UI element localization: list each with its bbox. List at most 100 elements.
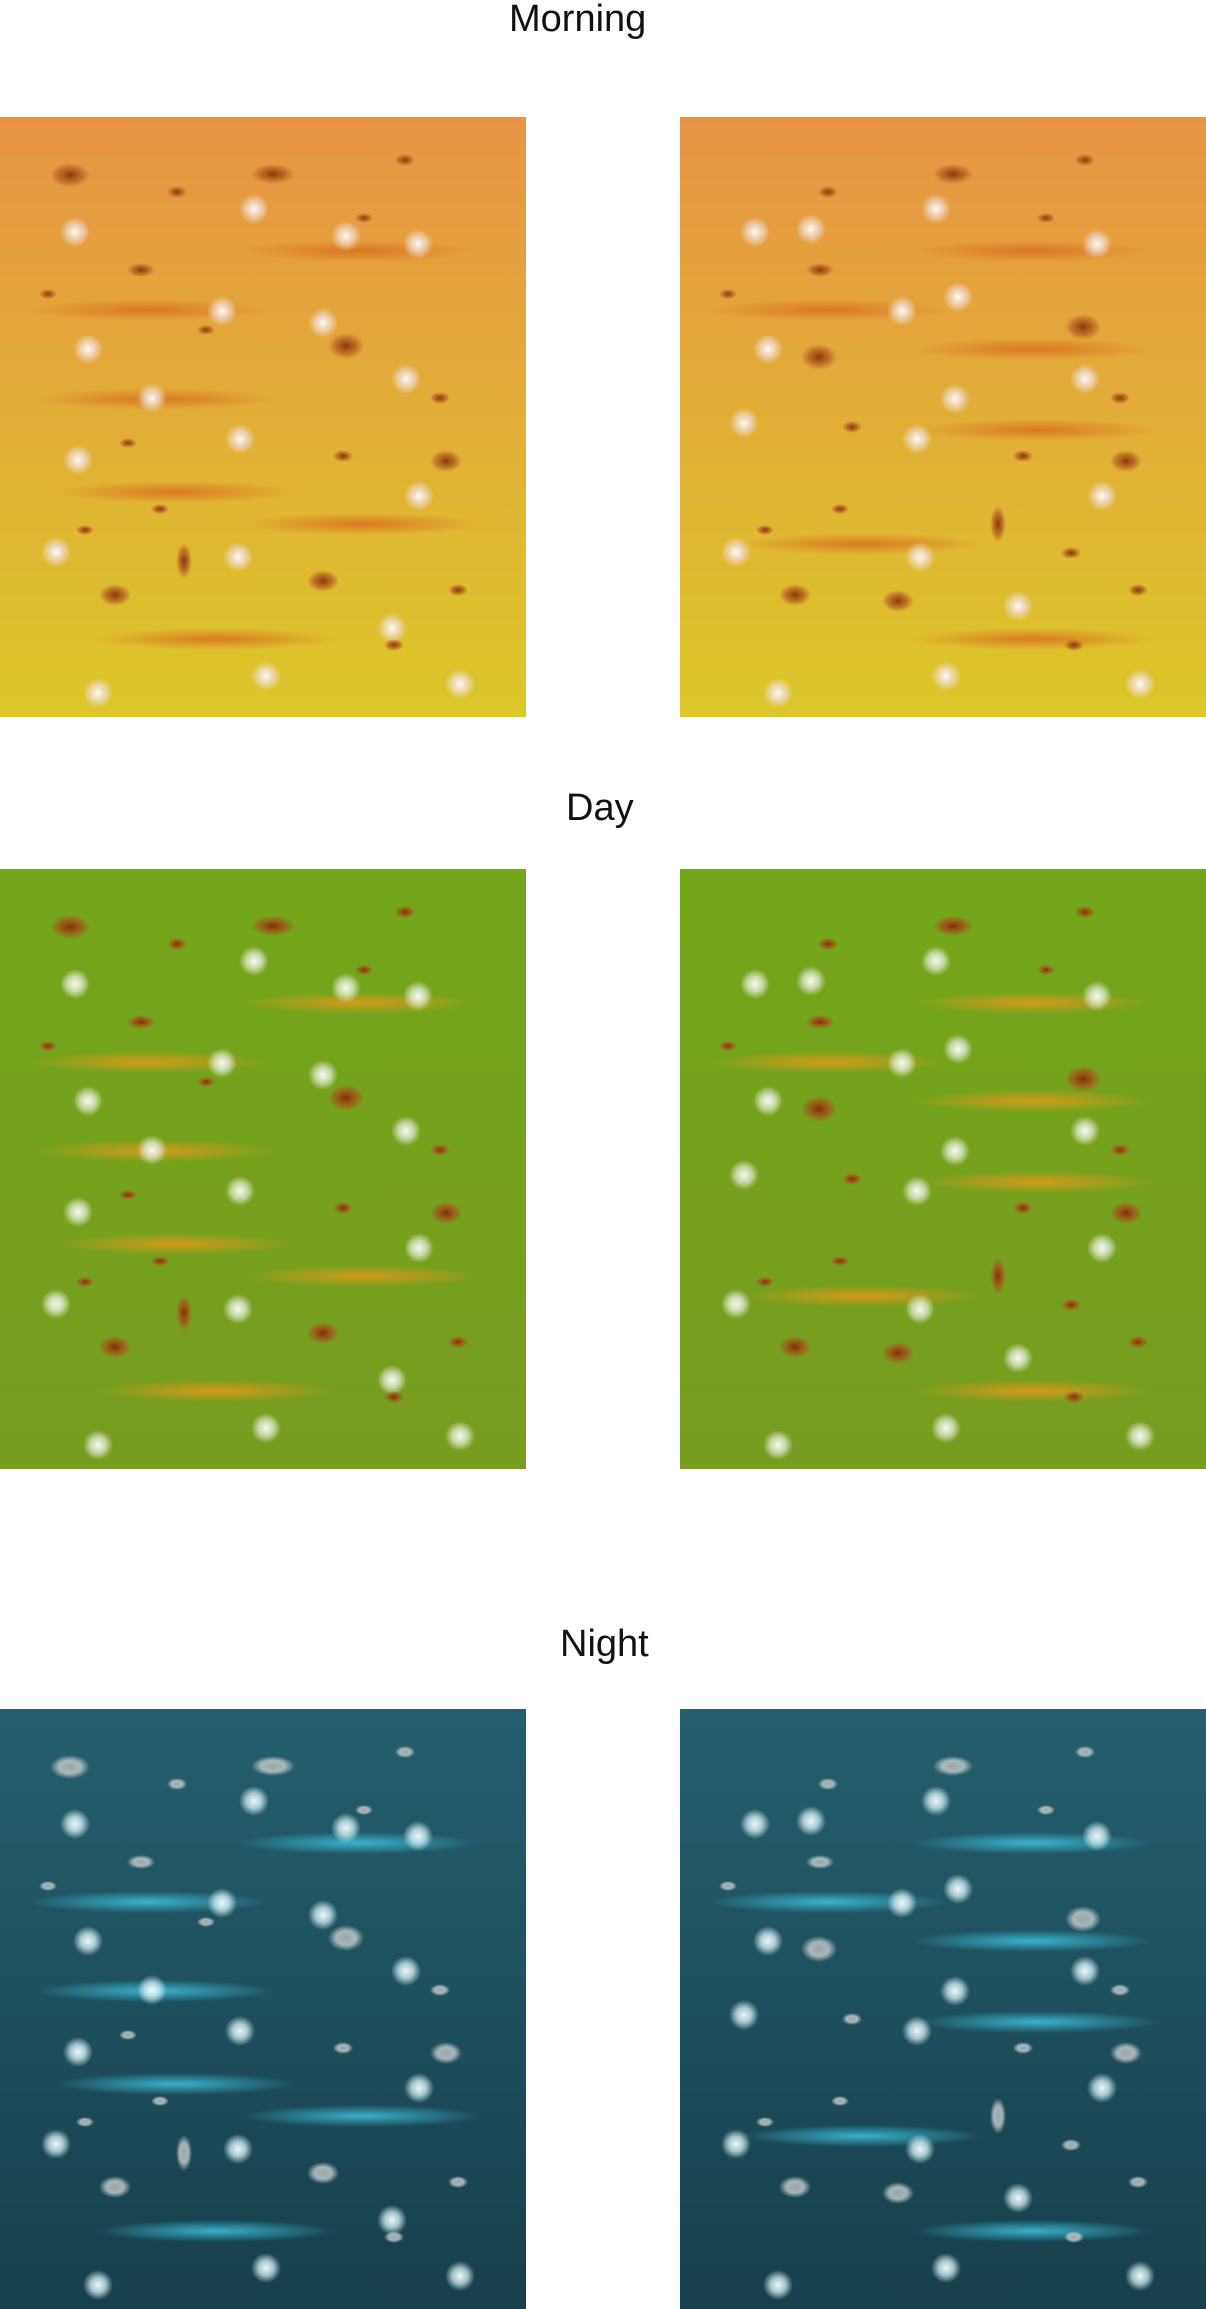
dark-spot	[831, 1256, 849, 1266]
light-spot	[63, 1197, 93, 1227]
light-spot	[796, 966, 826, 996]
dark-spot	[39, 1041, 57, 1051]
dark-spot	[1110, 2042, 1142, 2064]
dark-spot	[801, 1096, 837, 1122]
light-spot	[905, 1294, 935, 1324]
dark-spot	[127, 1015, 155, 1029]
dark-spot	[1128, 584, 1148, 596]
light-spot	[404, 481, 434, 511]
dark-spot	[1110, 1202, 1142, 1224]
dark-spot	[355, 1805, 373, 1815]
dark-spot	[384, 639, 404, 651]
light-spot	[404, 1233, 434, 1263]
dark-spot	[151, 2096, 169, 2106]
dark-spot	[99, 1336, 131, 1358]
light-spot	[403, 981, 433, 1011]
light-spot	[763, 678, 793, 708]
light-spot	[1003, 1343, 1033, 1373]
night-title: Night	[560, 1623, 649, 1665]
morning-title: Morning	[509, 0, 647, 40]
light-spot	[1087, 481, 1117, 511]
light-spot	[207, 1048, 237, 1078]
light-spot	[931, 1413, 961, 1443]
texture-svg	[680, 1709, 1206, 2309]
light-spot	[721, 537, 751, 567]
dark-spot	[779, 1336, 811, 1358]
dark-spot	[355, 213, 373, 223]
light-spot	[940, 1976, 970, 2006]
dark-spot	[448, 1336, 468, 1348]
light-spot	[931, 661, 961, 691]
streak	[242, 1265, 482, 1287]
light-spot	[137, 1975, 167, 2005]
streak	[912, 240, 1152, 262]
light-spot	[239, 946, 269, 976]
dark-spot	[50, 915, 90, 939]
dark-spot	[119, 1190, 137, 1200]
light-spot	[445, 669, 475, 699]
dark-spot	[1075, 906, 1095, 918]
light-spot	[60, 969, 90, 999]
dark-spot	[119, 438, 137, 448]
dark-spot	[1065, 1906, 1101, 1932]
streak	[918, 419, 1158, 441]
dark-spot	[167, 1778, 187, 1790]
dark-spot	[328, 333, 364, 359]
light-spot	[753, 1926, 783, 1956]
light-spot	[1125, 1421, 1155, 1451]
light-spot	[251, 2253, 281, 2283]
dark-spot	[933, 916, 973, 936]
light-spot	[391, 1956, 421, 1986]
light-spot	[445, 2261, 475, 2291]
dark-spot	[395, 1746, 415, 1758]
streak	[912, 1090, 1152, 1112]
light-spot	[308, 308, 338, 338]
dark-spot	[430, 2042, 462, 2064]
dark-spot	[167, 938, 187, 950]
dark-spot	[448, 584, 468, 596]
night-right-panel	[680, 1709, 1206, 2309]
dark-spot	[307, 570, 339, 592]
dark-spot	[831, 2096, 849, 2106]
light-spot	[1082, 1821, 1112, 1851]
dark-spot	[1065, 314, 1101, 340]
dark-spot	[328, 1925, 364, 1951]
dark-spot	[1110, 1144, 1130, 1156]
light-spot	[403, 229, 433, 259]
light-spot	[902, 424, 932, 454]
light-spot	[1082, 981, 1112, 1011]
dark-spot	[806, 1015, 834, 1029]
dark-spot	[831, 504, 849, 514]
dark-spot	[1037, 965, 1055, 975]
streak	[912, 628, 1152, 650]
light-spot	[902, 2016, 932, 2046]
streak	[912, 1930, 1152, 1952]
light-spot	[83, 678, 113, 708]
light-spot	[445, 1421, 475, 1451]
light-spot	[60, 1809, 90, 1839]
dark-spot	[127, 263, 155, 277]
light-spot	[943, 1874, 973, 1904]
light-spot	[63, 445, 93, 475]
light-spot	[391, 1116, 421, 1146]
dark-spot	[1013, 1202, 1033, 1214]
light-spot	[940, 384, 970, 414]
dark-spot	[197, 1077, 215, 1087]
dark-spot	[355, 965, 373, 975]
dark-spot	[448, 2176, 468, 2188]
dark-spot	[990, 506, 1006, 542]
light-spot	[921, 946, 951, 976]
light-spot	[1082, 229, 1112, 259]
dark-spot	[882, 2182, 914, 2204]
light-spot	[137, 383, 167, 413]
dark-spot	[76, 1277, 94, 1287]
light-spot	[207, 1888, 237, 1918]
light-spot	[251, 1413, 281, 1443]
texture-svg	[0, 1709, 526, 2309]
light-spot	[940, 1136, 970, 1166]
light-spot	[391, 364, 421, 394]
dark-spot	[1061, 2139, 1081, 2151]
texture-svg	[680, 869, 1206, 1469]
dark-spot	[430, 1144, 450, 1156]
light-spot	[41, 537, 71, 567]
